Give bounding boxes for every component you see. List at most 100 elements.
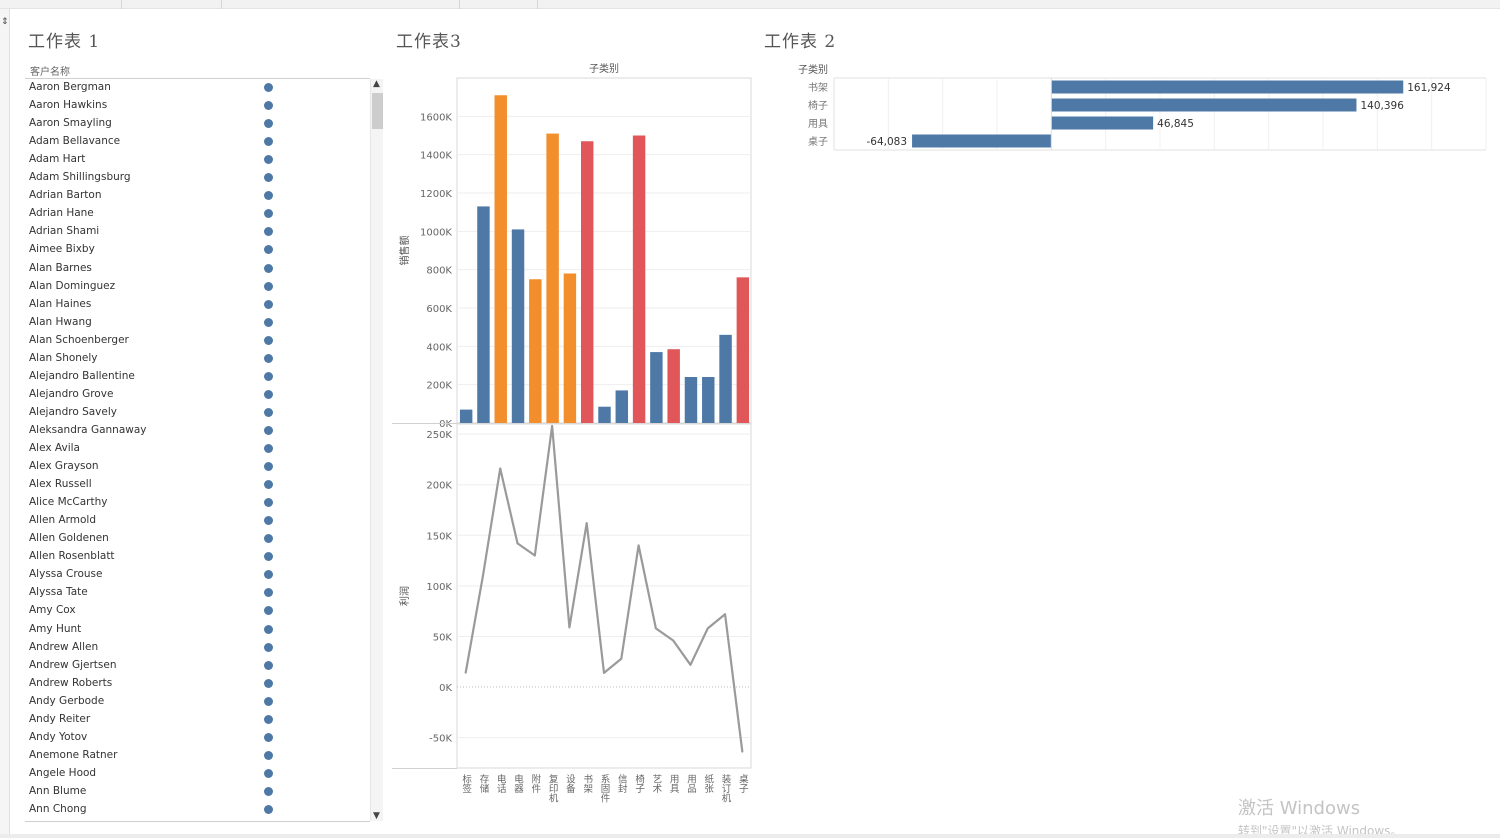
list-item[interactable]: Allen Goldenen [25, 530, 370, 548]
list-item[interactable]: Amy Cox [25, 602, 370, 620]
circle-mark[interactable] [264, 263, 273, 273]
list-item[interactable]: Alex Grayson [25, 458, 370, 476]
list-item[interactable]: Amy Hunt [25, 621, 370, 639]
circle-mark[interactable] [264, 462, 273, 472]
circle-mark[interactable] [264, 786, 273, 796]
circle-mark[interactable] [264, 768, 273, 778]
list-item[interactable]: Allen Armold [25, 512, 370, 530]
circle-mark[interactable] [264, 606, 273, 616]
toolbar-tab[interactable] [460, 0, 538, 9]
list-item[interactable]: Alejandro Savely [25, 404, 370, 422]
list-item[interactable]: Andrew Gjertsen [25, 657, 370, 675]
circle-mark[interactable] [264, 281, 273, 291]
circle-mark[interactable] [264, 732, 273, 742]
scroll-up-arrow-icon[interactable]: ▲ [373, 79, 380, 89]
circle-mark[interactable] [264, 750, 273, 760]
list-item[interactable]: Andy Gerbode [25, 693, 370, 711]
list-item[interactable]: Andrew Allen [25, 639, 370, 657]
list-item[interactable]: Alice McCarthy [25, 494, 370, 512]
circle-mark[interactable] [264, 516, 273, 526]
circle-mark[interactable] [264, 444, 273, 453]
circle-mark[interactable] [264, 624, 273, 634]
circle-mark[interactable] [264, 191, 273, 201]
list-item[interactable]: Adrian Shami [25, 223, 370, 241]
list-item[interactable]: Adrian Hane [25, 205, 370, 223]
x-tick-label: 书架 [581, 774, 593, 794]
circle-mark[interactable] [264, 137, 273, 147]
scroll-down-arrow-icon[interactable]: ▼ [373, 811, 380, 821]
circle-mark[interactable] [264, 498, 273, 508]
bar [615, 390, 629, 423]
list-item[interactable]: Ann Chong [25, 801, 370, 819]
circle-mark[interactable] [264, 317, 273, 327]
list-item[interactable]: Alan Dominguez [25, 278, 370, 296]
list-item[interactable]: Aimee Bixby [25, 241, 370, 259]
circle-mark[interactable] [264, 714, 273, 724]
circle-mark[interactable] [264, 101, 273, 111]
circle-mark[interactable] [264, 588, 273, 598]
customer-name: Andy Yotov [29, 730, 88, 743]
list-item[interactable]: Alyssa Tate [25, 584, 370, 602]
circle-mark[interactable] [264, 534, 273, 544]
list-item[interactable]: Alejandro Grove [25, 386, 370, 404]
circle-mark[interactable] [264, 480, 273, 490]
list-item[interactable]: Adam Hart [25, 151, 370, 169]
circle-mark[interactable] [264, 696, 273, 706]
customer-list-scrollbar[interactable]: ▲ ▼ [370, 79, 383, 821]
circle-mark[interactable] [264, 805, 273, 814]
circle-mark[interactable] [264, 678, 273, 688]
list-item[interactable]: Adam Bellavance [25, 133, 370, 151]
list-item[interactable]: Adam Shillingsburg [25, 169, 370, 187]
row-label: 用具 [808, 118, 828, 130]
circle-mark[interactable] [264, 425, 273, 435]
list-item[interactable]: Ann Blume [25, 783, 370, 801]
circle-mark[interactable] [264, 227, 273, 237]
list-item[interactable]: Andy Yotov [25, 729, 370, 747]
list-item[interactable]: Alejandro Ballentine [25, 368, 370, 386]
list-item[interactable]: Aaron Hawkins [25, 97, 370, 115]
customer-list[interactable]: Aaron Bergman Aaron Hawkins Aaron Smayling… [25, 79, 370, 821]
circle-mark[interactable] [264, 245, 273, 255]
circle-mark[interactable] [264, 335, 273, 345]
circle-mark[interactable] [264, 173, 273, 183]
circle-mark[interactable] [264, 642, 273, 652]
list-item[interactable]: Aleksandra Gannaway [25, 422, 370, 440]
circle-mark[interactable] [264, 570, 273, 580]
list-item[interactable]: Alyssa Crouse [25, 566, 370, 584]
list-item[interactable]: Andrew Roberts [25, 675, 370, 693]
list-item[interactable]: Alex Russell [25, 476, 370, 494]
list-item[interactable]: Alan Schoenberger [25, 332, 370, 350]
circle-mark[interactable] [264, 299, 273, 309]
circle-mark[interactable] [264, 353, 273, 363]
circle-mark[interactable] [264, 552, 273, 562]
list-item[interactable]: Angele Hood [25, 765, 370, 783]
list-item[interactable]: Alan Barnes [25, 260, 370, 278]
toolbar-tab[interactable] [122, 0, 222, 9]
circle-mark[interactable] [264, 389, 273, 399]
watermark-line1: 激活 Windows [1238, 798, 1361, 819]
scrollbar-thumb[interactable] [372, 93, 383, 129]
customer-name: Alan Schoenberger [29, 333, 129, 346]
list-item[interactable]: Andy Reiter [25, 711, 370, 729]
circle-mark[interactable] [264, 209, 273, 219]
circle-mark[interactable] [264, 660, 273, 670]
toolbar-tab[interactable] [222, 0, 460, 9]
list-item[interactable]: Alex Avila [25, 440, 370, 458]
circle-mark[interactable] [264, 155, 273, 165]
list-item[interactable]: Allen Rosenblatt [25, 548, 370, 566]
list-item[interactable]: Anemone Ratner [25, 747, 370, 765]
line-point [741, 750, 744, 753]
circle-mark[interactable] [264, 371, 273, 381]
list-item[interactable]: Adrian Barton [25, 187, 370, 205]
circle-mark[interactable] [264, 407, 273, 417]
list-item[interactable]: Alan Shonely [25, 350, 370, 368]
list-item[interactable]: Aaron Bergman [25, 79, 370, 97]
circle-mark[interactable] [264, 83, 273, 92]
expand-arrow-icon[interactable]: ⇕ [1, 17, 9, 27]
list-item[interactable]: Alan Hwang [25, 314, 370, 332]
list-item[interactable]: Alan Haines [25, 296, 370, 314]
list-item[interactable]: Aaron Smayling [25, 115, 370, 133]
y-tick-label: 600K [426, 304, 452, 315]
toolbar-tab[interactable] [0, 0, 122, 9]
circle-mark[interactable] [264, 119, 273, 129]
